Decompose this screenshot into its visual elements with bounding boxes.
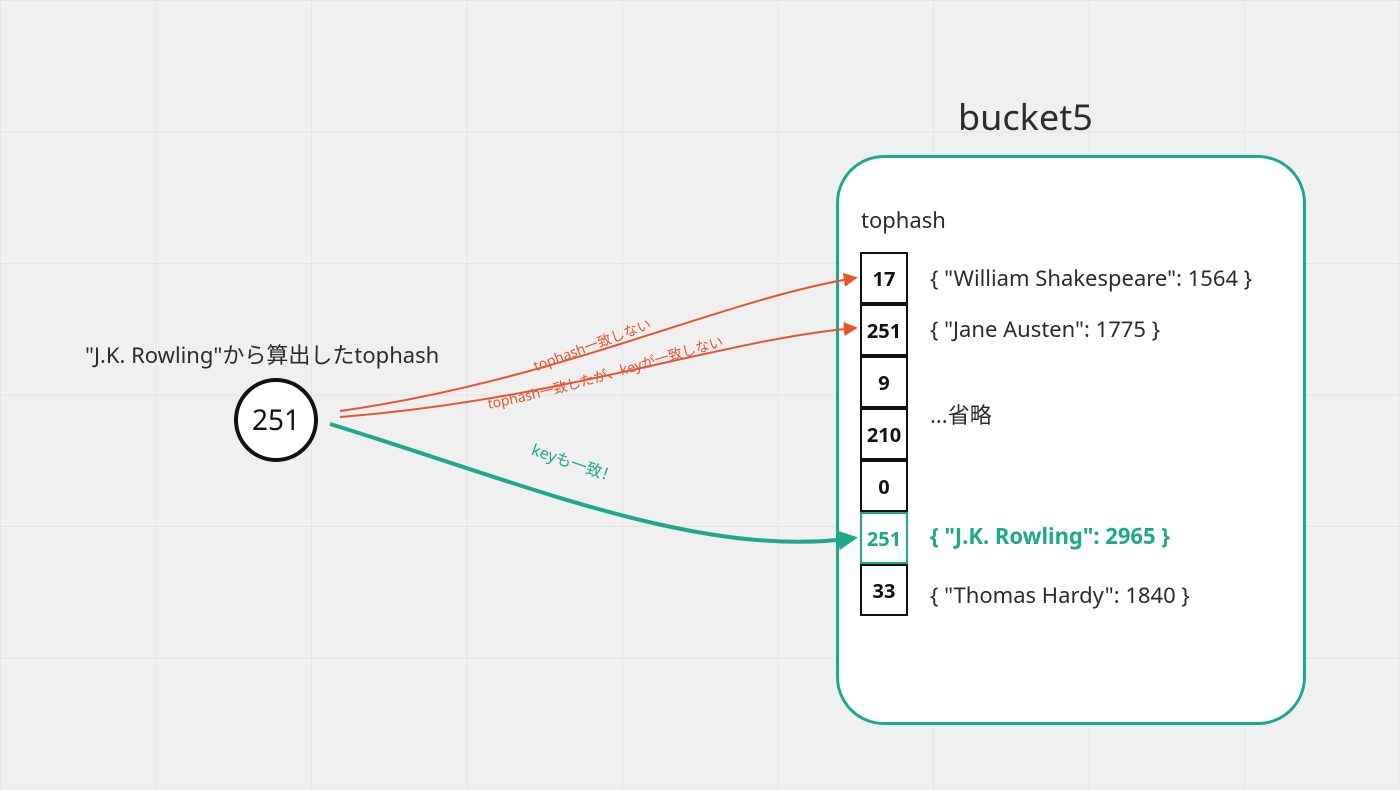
bucket-row-value: { "William Shakespeare": 1564 } [930,263,1252,293]
source-caption: "J.K. Rowling"から算出したtophash [85,338,439,370]
tophash-cell-value: 33 [873,577,896,604]
tophash-cell: 0 [860,460,908,512]
tophash-cell: 251 [860,512,908,564]
tophash-cell-value: 17 [873,265,896,292]
tophash-cell-value: 210 [867,421,901,448]
edge-arrow [330,424,854,542]
edge-label: tophash一致しない [531,315,654,376]
tophash-cell: 9 [860,356,908,408]
bucket-row-value: ...省略 [930,398,992,430]
edge-label: keyも一致！ [529,438,621,487]
tophash-cell: 17 [860,252,908,304]
source-tophash-circle: 251 [234,378,318,462]
tophash-cell-value: 251 [867,525,901,552]
edge-label: tophash一致したが、keyが一致しない [486,333,725,414]
tophash-cell: 251 [860,304,908,356]
bucket-row-match: { "J.K. Rowling": 2965 } [930,521,1170,551]
tophash-label: tophash [861,205,946,235]
diagram-stage: bucket5 tophash 17 251 9 210 0 251 33 { "Willi… [0,0,1400,790]
source-tophash-value: 251 [252,401,300,439]
tophash-cell-value: 251 [867,317,901,344]
bucket-row-value: { "Jane Austen": 1775 } [930,314,1160,344]
tophash-cell-value: 0 [878,473,889,500]
bucket-row-value: { "Thomas Hardy": 1840 } [930,580,1190,610]
tophash-cell: 33 [860,564,908,616]
tophash-cell-value: 9 [878,369,889,396]
tophash-cell: 210 [860,408,908,460]
bucket-title: bucket5 [958,92,1093,141]
